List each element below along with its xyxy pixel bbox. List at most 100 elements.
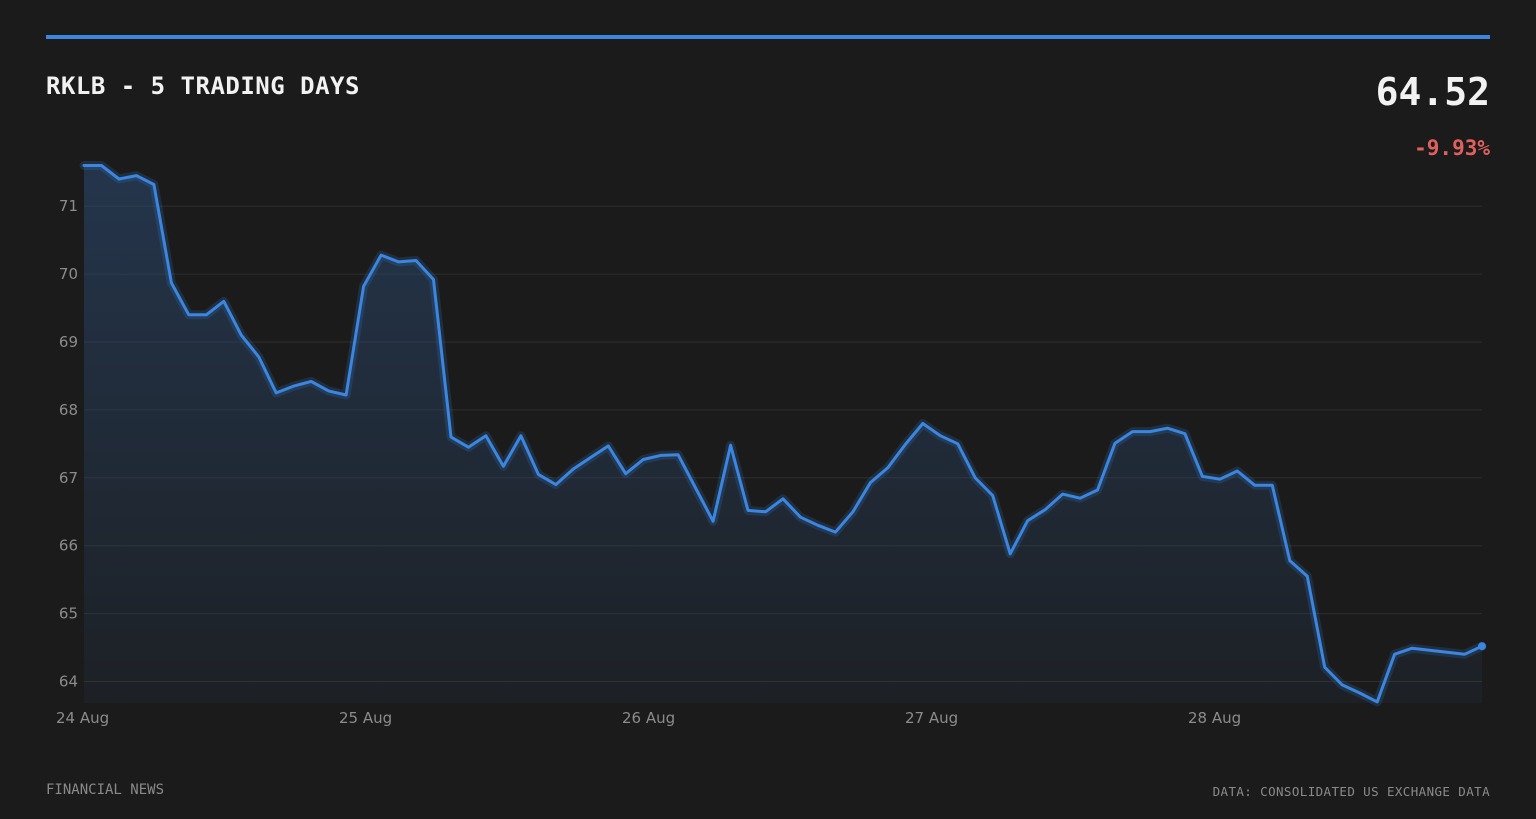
- data-point: [1219, 478, 1221, 480]
- data-point: [1254, 484, 1256, 486]
- y-tick-label: 71: [59, 197, 78, 215]
- data-point: [1044, 509, 1046, 511]
- data-point: [275, 392, 277, 394]
- data-point: [380, 254, 382, 256]
- data-point: [1359, 692, 1361, 694]
- data-point: [1446, 651, 1448, 653]
- data-point: [869, 482, 871, 484]
- data-point: [328, 390, 330, 392]
- source-brand: FINANCIAL NEWS: [46, 782, 165, 798]
- area-fill: [84, 165, 1482, 703]
- last-point-marker: [1478, 642, 1486, 651]
- y-tick-label: 65: [59, 605, 78, 623]
- data-point: [135, 175, 137, 177]
- data-point: [1149, 431, 1151, 433]
- data-point: [677, 454, 679, 456]
- data-point: [1464, 653, 1466, 655]
- data-point: [765, 511, 767, 513]
- data-point: [83, 165, 85, 167]
- x-tick-label: 25 Aug: [339, 709, 392, 727]
- data-point: [1097, 489, 1099, 491]
- data-point: [240, 334, 242, 336]
- data-point: [939, 435, 941, 437]
- data-point: [1062, 493, 1064, 495]
- data-point: [520, 435, 522, 437]
- data-point: [992, 495, 994, 497]
- data-point: [782, 498, 784, 500]
- data-point: [1167, 427, 1169, 429]
- data-point: [590, 456, 592, 458]
- data-point: [852, 511, 854, 513]
- data-point: [1306, 575, 1308, 577]
- data-point: [957, 443, 959, 445]
- price-area: [84, 165, 1482, 703]
- data-point: [572, 468, 574, 470]
- data-point: [1394, 653, 1396, 655]
- data-point: [1411, 647, 1413, 649]
- data-point: [817, 524, 819, 526]
- data-point: [153, 184, 155, 186]
- data-point: [433, 279, 435, 281]
- data-point: [555, 484, 557, 486]
- data-point: [363, 285, 365, 287]
- data-source: DATA: CONSOLIDATED US EXCHANGE DATA: [1212, 784, 1490, 799]
- data-point: [974, 477, 976, 479]
- x-tick-label: 27 Aug: [905, 709, 958, 727]
- y-tick-label: 67: [59, 469, 78, 487]
- data-point: [1132, 431, 1134, 433]
- data-point: [467, 446, 469, 448]
- data-point: [904, 444, 906, 446]
- data-point: [450, 436, 452, 438]
- data-point: [642, 459, 644, 461]
- data-point: [922, 423, 924, 425]
- data-point: [834, 531, 836, 533]
- data-point: [1114, 442, 1116, 444]
- data-point: [118, 178, 120, 180]
- x-tick-label: 26 Aug: [622, 709, 675, 727]
- data-point: [660, 454, 662, 456]
- x-tick-label: 28 Aug: [1188, 709, 1241, 727]
- data-point: [712, 520, 714, 522]
- data-point: [1324, 666, 1326, 668]
- y-axis-labels: 64 65 66 67 68 69 70 71: [59, 197, 78, 690]
- data-point: [1079, 497, 1081, 499]
- x-tick-label: 24 Aug: [56, 709, 109, 727]
- data-point: [205, 314, 207, 316]
- data-point: [188, 314, 190, 316]
- data-point: [170, 282, 172, 284]
- data-point: [310, 380, 312, 382]
- data-point: [730, 444, 732, 446]
- y-tick-label: 69: [59, 333, 78, 351]
- data-point: [415, 260, 417, 262]
- data-point: [1376, 701, 1378, 703]
- y-tick-label: 70: [59, 265, 78, 283]
- y-tick-label: 64: [59, 673, 78, 691]
- data-point: [1201, 475, 1203, 477]
- accent-bar: [46, 35, 1490, 39]
- data-point: [1184, 433, 1186, 435]
- y-tick-label: 68: [59, 401, 78, 419]
- data-point: [223, 300, 225, 302]
- price-line-group: [79, 161, 1487, 707]
- data-point: [1429, 649, 1431, 651]
- price-line: [82, 164, 1484, 704]
- data-point: [345, 394, 347, 396]
- y-tick-label: 66: [59, 537, 78, 555]
- data-point: [258, 356, 260, 358]
- data-point: [800, 516, 802, 518]
- data-point: [887, 467, 889, 469]
- data-point: [537, 473, 539, 475]
- percent-change: -9.93%: [1414, 136, 1490, 160]
- chart-title: RKLB - 5 TRADING DAYS: [46, 72, 360, 100]
- data-point: [1289, 560, 1291, 562]
- data-point: [607, 445, 609, 447]
- data-point: [1027, 520, 1029, 522]
- data-point: [625, 473, 627, 475]
- data-point: [101, 165, 103, 167]
- data-point: [1271, 484, 1273, 486]
- data-point: [747, 509, 749, 511]
- data-point: [502, 465, 504, 467]
- data-point: [398, 261, 400, 263]
